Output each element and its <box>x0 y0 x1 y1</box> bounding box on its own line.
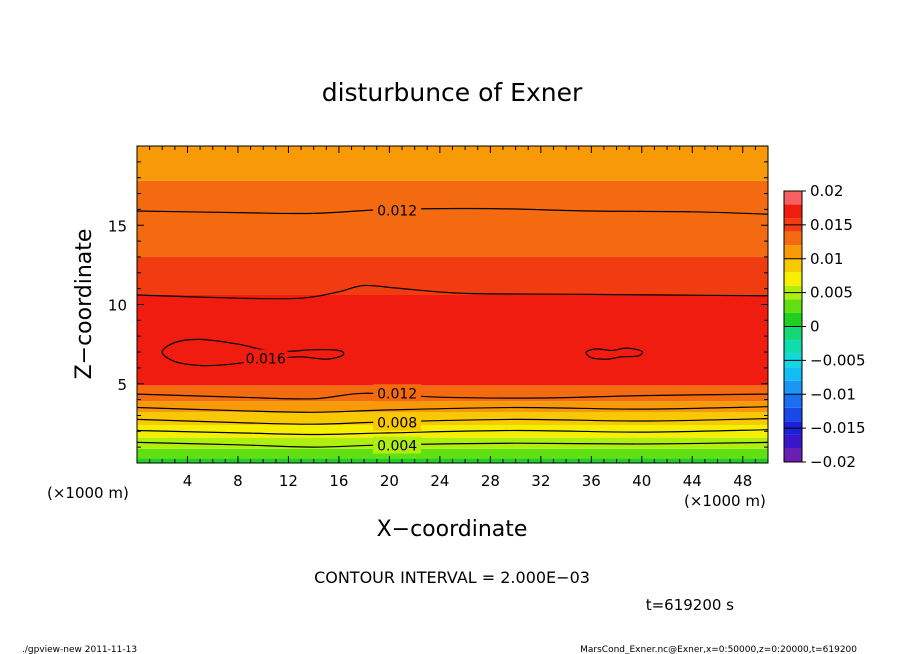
time-label: t=619200 s <box>646 596 734 614</box>
contour-band-7 <box>137 294 768 386</box>
colorbar-cell-19 <box>784 191 802 205</box>
colorbar-tick-label-6: −0.01 <box>810 385 856 403</box>
contour-label-bg-6 <box>373 201 422 219</box>
chart-title: disturbunce of Exner <box>322 78 583 107</box>
contour-line-3 <box>137 406 768 413</box>
y-axis-ticks: 5 10 15 <box>108 161 768 448</box>
contour-line-4 <box>137 392 768 400</box>
contour-label-bg-4 <box>373 384 422 402</box>
x-tick-label-40: 40 <box>632 472 651 490</box>
colorbar-cell-15 <box>784 245 802 259</box>
contour-interval-label: CONTOUR INTERVAL = 2.000E−03 <box>314 568 590 587</box>
x-tick-label-20: 20 <box>380 472 399 490</box>
x-tick-label-4: 4 <box>183 472 193 490</box>
colorbar-tick-label-2: 0.01 <box>810 250 843 268</box>
x-tick-label-12: 12 <box>279 472 298 490</box>
x-axis-unit-right: (×1000 m) <box>684 492 766 510</box>
colorbar-tick-label-0: 0.02 <box>810 182 843 200</box>
contour-band-4 <box>137 412 768 425</box>
contour-label-bg-0 <box>373 436 422 454</box>
closed-contour-1 <box>585 347 644 360</box>
contour-label-bg-2 <box>373 413 422 431</box>
colorbar-cell-0 <box>784 448 802 462</box>
contour-label-2: 0.008 <box>377 416 417 432</box>
contour-band-8 <box>137 256 768 295</box>
x-axis-unit-left: (×1000 m) <box>47 484 129 502</box>
colorbar-cell-13 <box>784 272 802 286</box>
contour-band-9 <box>137 180 768 257</box>
x-tick-label-36: 36 <box>582 472 601 490</box>
x-axis-ticks: 4 8 12 16 20 24 28 32 36 40 44 48 <box>149 146 756 490</box>
filled-contour-bands <box>137 146 768 463</box>
contour-labels: 0.016 0.004 0.008 0.012 0.012 <box>243 201 422 455</box>
x-tick-label-48: 48 <box>733 472 752 490</box>
x-tick-label-24: 24 <box>430 472 449 490</box>
colorbar-cell-16 <box>784 231 802 246</box>
colorbar-cell-5 <box>784 380 802 395</box>
closed-contour-label-bg-0 <box>243 349 288 367</box>
footer-left: ./gpview-new 2011-11-13 <box>22 645 137 654</box>
closed-contour-label-0: 0.016 <box>246 351 286 367</box>
x-tick-label-16: 16 <box>329 472 348 490</box>
contour-band-6 <box>137 385 768 402</box>
colorbar-tick-label-4: 0 <box>810 318 820 336</box>
colorbar-cell-9 <box>784 326 802 341</box>
contour-band-1 <box>137 448 768 459</box>
colorbar-cell-3 <box>784 407 802 422</box>
colorbar-cell-8 <box>784 340 802 354</box>
colorbar-tick-label-3: 0.005 <box>810 284 853 302</box>
footer-right: MarsCond_Exner.nc@Exner,x=0:50000,z=0:20… <box>580 645 857 654</box>
contour-line-6 <box>137 207 768 215</box>
x-tick-label-28: 28 <box>481 472 500 490</box>
x-axis-label: X−coordinate <box>377 517 528 542</box>
colorbar-cell-11 <box>784 299 802 313</box>
contour-label-6: 0.012 <box>377 204 417 220</box>
colorbar-cell-1 <box>784 434 802 449</box>
y-tick-label-10: 10 <box>108 297 127 315</box>
colorbar: 0.02 0.015 0.01 0.005 0 −0.005 −0.01 −0.015 −0.0… <box>783 182 866 471</box>
contour-line-1 <box>137 429 768 436</box>
colorbar-tick-label-8: −0.02 <box>810 453 856 471</box>
contour-label-4: 0.012 <box>377 386 417 402</box>
y-tick-label-15: 15 <box>108 217 127 235</box>
contour-line-5 <box>137 284 768 300</box>
contour-band-10 <box>137 146 768 181</box>
colorbar-cell-4 <box>784 394 802 408</box>
colorbar-tick-label-7: −0.015 <box>810 419 866 437</box>
colorbar-tick-label-5: −0.005 <box>810 351 866 369</box>
colorbar-cell-10 <box>784 312 802 327</box>
x-tick-label-32: 32 <box>531 472 550 490</box>
colorbar-cells <box>784 191 802 462</box>
x-tick-label-8: 8 <box>233 472 243 490</box>
colorbar-cell-14 <box>784 258 802 273</box>
y-axis-label: Z−coordinate <box>72 229 97 380</box>
contour-band-5 <box>137 401 768 413</box>
contour-label-0: 0.004 <box>377 439 417 455</box>
x-tick-label-44: 44 <box>683 472 702 490</box>
colorbar-cell-6 <box>784 367 802 381</box>
colorbar-tick-label-1: 0.015 <box>810 216 853 234</box>
y-tick-label-5: 5 <box>117 376 127 394</box>
colorbar-cell-18 <box>784 204 802 219</box>
colorbar-ticks: 0.02 0.015 0.01 0.005 0 −0.005 −0.01 −0.015 −0.0… <box>784 182 866 471</box>
